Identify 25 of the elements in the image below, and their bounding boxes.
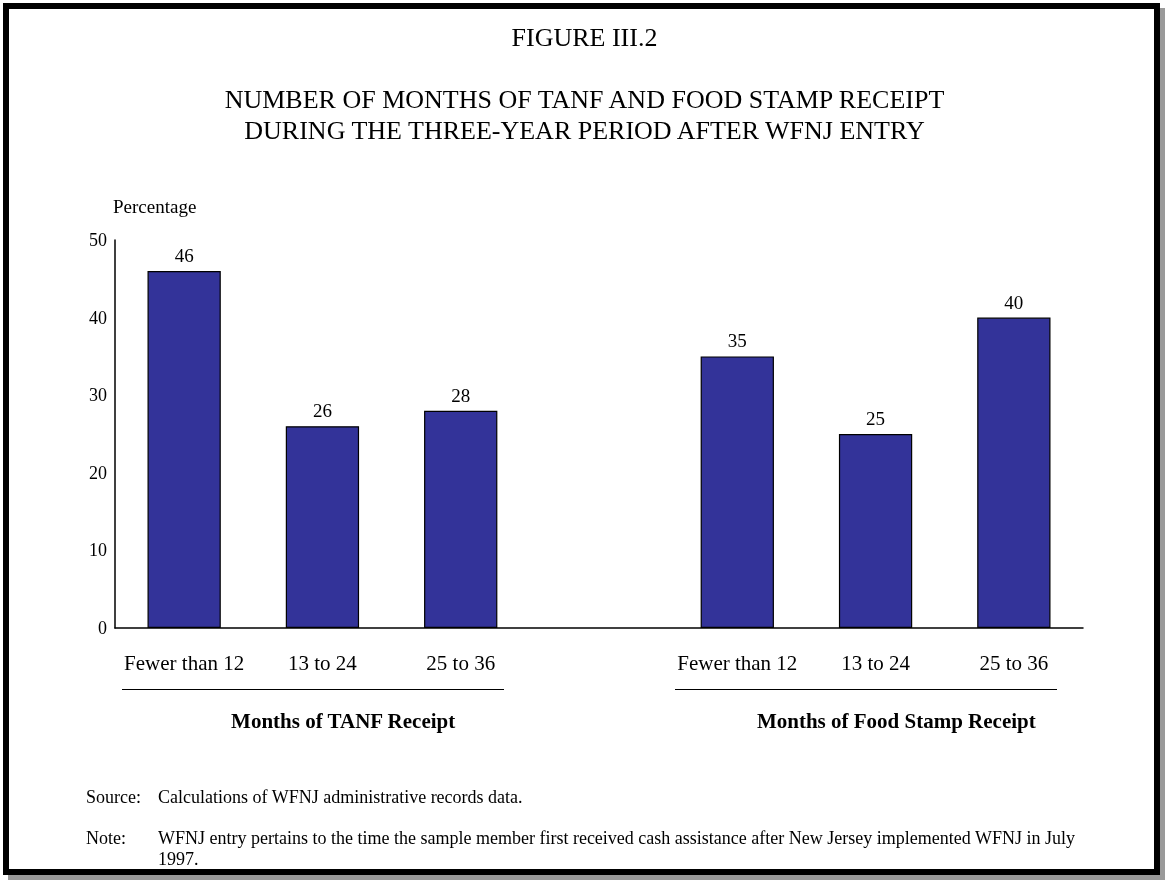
chart-subtitle: NUMBER OF MONTHS OF TANF AND FOOD STAMP RECEIPT DURING THE THREE-YEAR PERIOD AFTER WFNJ ENTRY	[223, 84, 946, 146]
text: Months of TANF Receipt	[231, 709, 456, 733]
y-tick-label: 40	[89, 307, 107, 328]
x-tick-label: Fewer than 12	[124, 650, 245, 675]
chart-title: FIGURE III.2	[510, 23, 659, 53]
y-tick-label: 30	[89, 385, 107, 406]
data-label: 28	[451, 384, 471, 406]
x-tick-label: Fewer than 12	[677, 650, 798, 675]
x-tick-label: 25 to 36	[979, 650, 1049, 675]
x-tick-label: 25 to 36	[426, 650, 496, 675]
text: Months of Food Stamp Receipt	[756, 709, 1036, 733]
data-label: 35	[727, 330, 747, 352]
y-axis-title: Percentage	[113, 196, 197, 217]
x-tick-label: 13 to 24	[288, 650, 358, 675]
y-tick-label: 10	[89, 540, 107, 561]
y-tick-label: 50	[89, 230, 107, 250]
text: Note: WFNJ entry pertains to the time the sample member first received cash assistance after New Jersey implemented WFNJ in July 1997.	[86, 828, 1075, 869]
y-tick-label: 20	[89, 462, 107, 483]
data-label: 40	[1004, 291, 1024, 313]
y-tick-label: 0	[98, 618, 107, 638]
data-label: 46	[174, 245, 194, 267]
source-note: Source: Calculations of WFNJ administrative records data.	[86, 787, 524, 808]
x-tick-label: 13 to 24	[841, 650, 911, 675]
data-label: 26	[312, 400, 332, 422]
data-label: 25	[866, 408, 886, 429]
